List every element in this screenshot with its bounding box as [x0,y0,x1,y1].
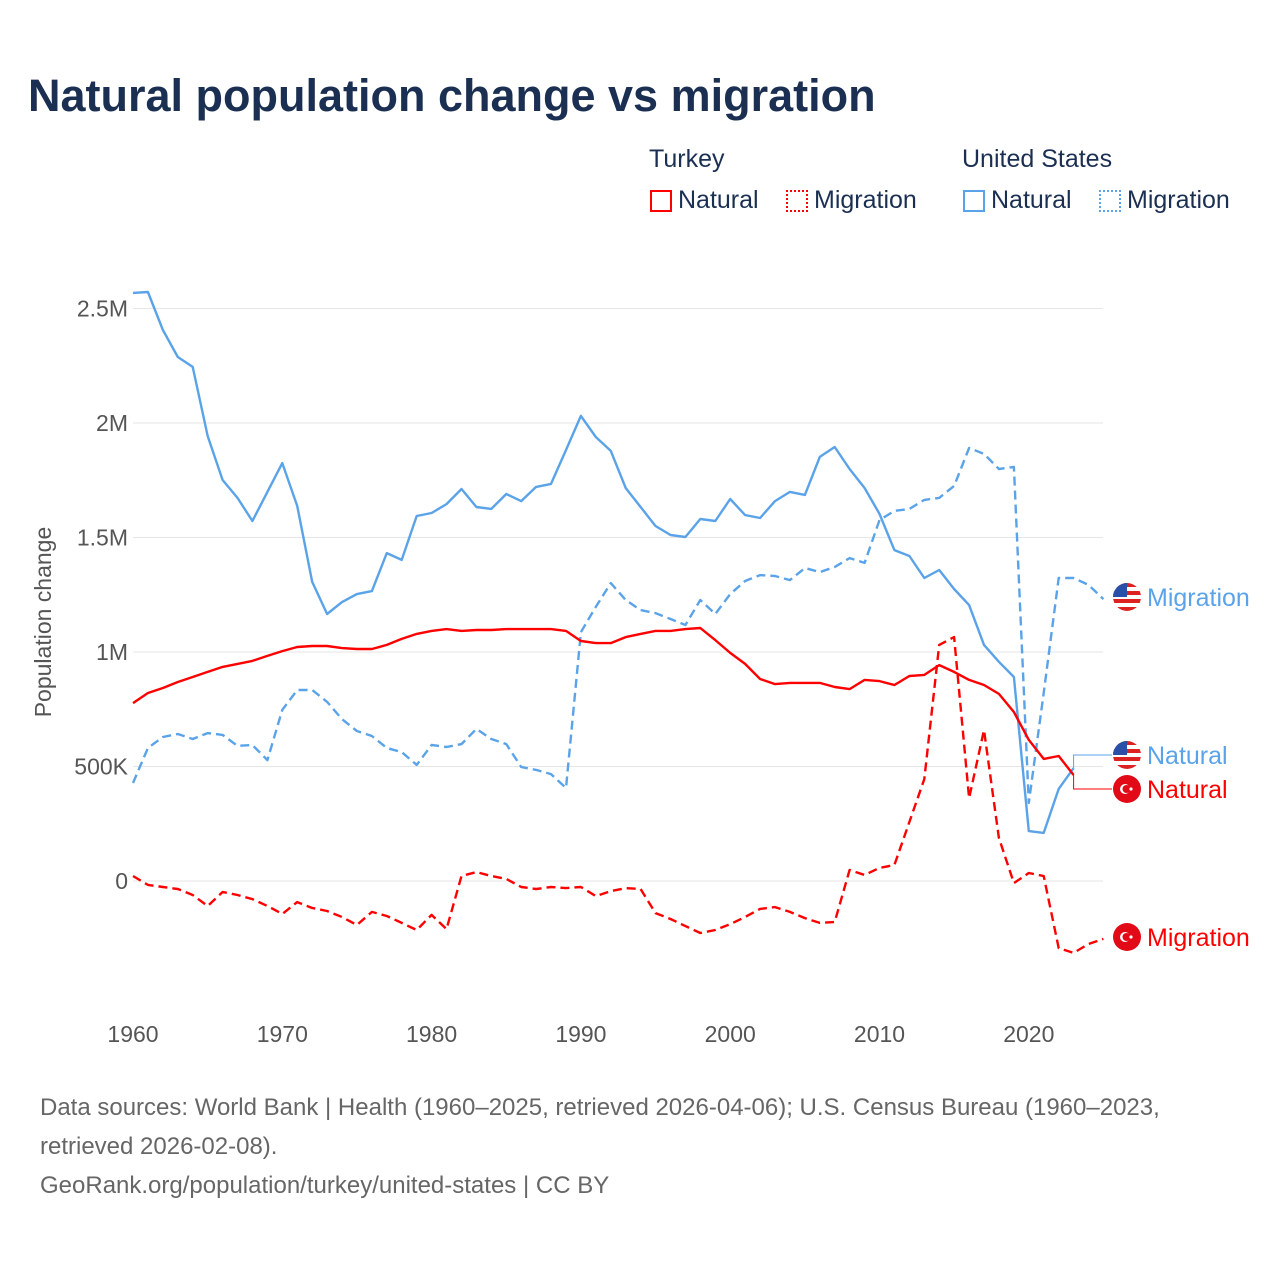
line-chart: Population change 0 500K 1M 1.5M 2M 2.5M 1960 1… [30,290,1250,1047]
y-axis-label: Population change [30,527,56,718]
solid-swatch-icon [650,189,672,212]
legend-label: Natural [991,186,1072,214]
flag-canton [1113,583,1127,597]
dotted-swatch-icon [1099,189,1121,212]
x-tick-label: 1960 [107,1021,158,1047]
x-tick-label: 2020 [1003,1021,1054,1047]
us-flag-icon [1113,741,1141,769]
y-tick-label: 1.5M [77,525,128,551]
series-end-label: Migration [1147,924,1250,952]
turkey-flag-icon [1113,775,1141,803]
series-line-united-states-natural [132,290,1075,835]
label-leader-line [1073,754,1112,769]
flag-body [1113,583,1141,611]
legend-us-migration[interactable]: Migration [1099,186,1230,215]
flag-stripe [1113,599,1141,603]
x-tick-label: 1990 [555,1021,606,1047]
flag-star [1129,787,1133,791]
flag-body [1113,741,1141,769]
turkey-flag-icon [1113,923,1141,951]
x-tick-label: 1980 [406,1021,457,1047]
flag-stripe [1113,603,1141,607]
legend-us-natural[interactable]: Natural [963,186,1072,215]
flag-stripe [1113,607,1141,611]
x-tick-label: 1970 [257,1021,308,1047]
y-tick-label: 500K [74,754,128,780]
legend-turkey-natural[interactable]: Natural [650,186,759,215]
legend-group-united-states: United States [962,145,1113,173]
legend-label: Migration [814,186,917,214]
flag-crescent-cut [1122,933,1131,941]
x-tick-label: 2000 [705,1021,756,1047]
series-line-turkey-migration [132,635,1104,955]
source-link[interactable]: GeoRank.org/population/turkey/united-sta… [40,1172,610,1199]
y-tick-label: 2.5M [77,296,128,322]
data-sources: Data sources: World Bank | Health (1960–… [40,1094,1160,1160]
legend-label: Migration [1127,186,1230,214]
legend-label: Natural [678,186,759,214]
us-flag-icon [1113,583,1141,611]
solid-swatch-icon [963,189,985,212]
y-tick-label: 2M [96,410,128,436]
flag-stripe [1113,761,1141,765]
series-end-label: Natural [1147,742,1228,770]
dotted-swatch-icon [786,189,808,212]
flag-stripe [1113,757,1141,761]
flag-crescent-cut [1122,785,1131,793]
flag-star [1129,935,1133,939]
footer: Data sources: World Bank | Health (1960–… [40,1088,1250,1205]
label-leader-line [1073,774,1112,790]
flag-canton [1113,741,1127,755]
series-end-label: Migration [1147,584,1250,612]
legend-turkey-migration[interactable]: Migration [786,186,917,215]
series-line-united-states-migration [131,446,1105,805]
series-end-label: Natural [1147,776,1228,804]
x-tick-label: 2010 [854,1021,905,1047]
legend-group-turkey: Turkey [649,145,725,173]
y-tick-label: 0 [115,868,128,894]
series-line-turkey-natural [132,626,1075,776]
chart-title: Natural population change vs migration [28,70,876,121]
y-tick-label: 1M [96,639,128,665]
flag-stripe [1113,765,1141,769]
